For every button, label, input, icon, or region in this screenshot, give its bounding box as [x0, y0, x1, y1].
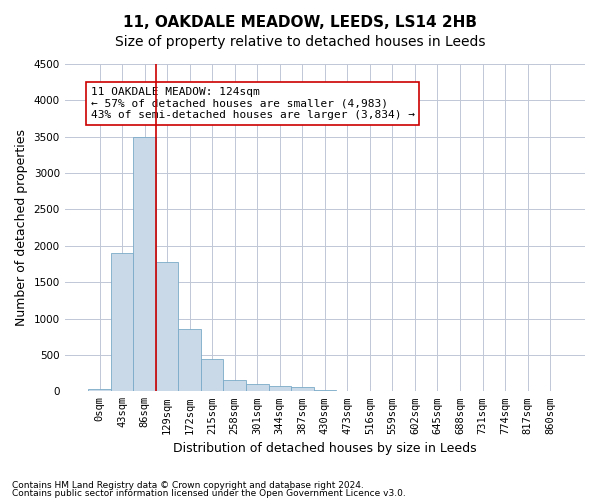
Bar [314, 390, 336, 392]
Bar [178, 330, 201, 392]
Bar [269, 386, 291, 392]
X-axis label: Distribution of detached houses by size in Leeds: Distribution of detached houses by size … [173, 442, 476, 455]
Bar [223, 380, 246, 392]
Bar [291, 388, 314, 392]
Bar [201, 358, 223, 392]
Bar [246, 384, 269, 392]
Y-axis label: Number of detached properties: Number of detached properties [15, 129, 28, 326]
Bar [111, 253, 133, 392]
Text: Contains public sector information licensed under the Open Government Licence v3: Contains public sector information licen… [12, 488, 406, 498]
Text: Contains HM Land Registry data © Crown copyright and database right 2024.: Contains HM Land Registry data © Crown c… [12, 481, 364, 490]
Bar [133, 136, 156, 392]
Text: 11 OAKDALE MEADOW: 124sqm
← 57% of detached houses are smaller (4,983)
43% of se: 11 OAKDALE MEADOW: 124sqm ← 57% of detac… [91, 87, 415, 120]
Text: Size of property relative to detached houses in Leeds: Size of property relative to detached ho… [115, 35, 485, 49]
Bar [88, 389, 111, 392]
Bar [156, 262, 178, 392]
Text: 11, OAKDALE MEADOW, LEEDS, LS14 2HB: 11, OAKDALE MEADOW, LEEDS, LS14 2HB [123, 15, 477, 30]
